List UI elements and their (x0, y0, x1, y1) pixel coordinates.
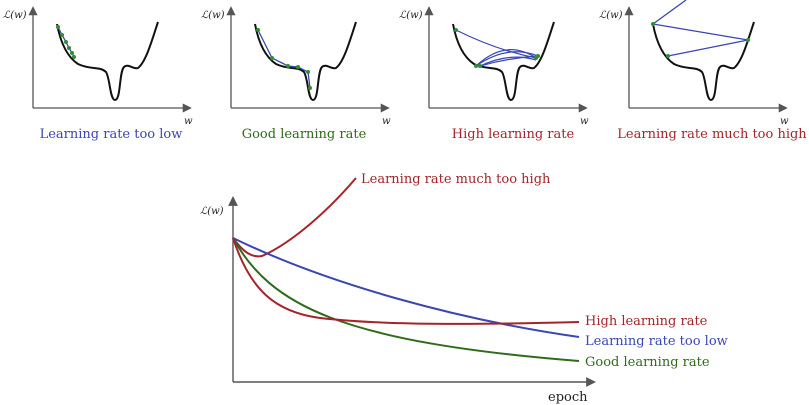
curve-too-low (232, 237, 580, 338)
step-marker (270, 56, 274, 60)
loss-curve (452, 21, 555, 102)
step-marker (308, 86, 312, 90)
x-axis-label: w (580, 116, 589, 127)
step-marker (474, 64, 478, 68)
step-marker (286, 64, 290, 68)
step-marker (536, 54, 540, 58)
step-marker (666, 54, 670, 58)
y-axis-label: ℒ(w) (599, 10, 623, 21)
label-much-too-high: Learning rate much too high (361, 172, 551, 187)
step-path (256, 28, 312, 90)
step-path (56, 25, 76, 59)
panel-too-low: ℒ(w) w Learning rate too low (3, 6, 193, 142)
step-marker (256, 28, 260, 32)
step-marker (72, 55, 76, 59)
curve-good (232, 237, 580, 362)
x-axis-label: w (780, 116, 789, 127)
loss-curve (254, 21, 357, 102)
label-high: High learning rate (585, 314, 708, 329)
step-marker (454, 28, 458, 32)
step-marker (306, 70, 310, 74)
label-too-low: Learning rate too low (585, 334, 728, 349)
x-axis-label: w (382, 116, 391, 127)
step-marker (64, 40, 68, 44)
step-marker (296, 65, 300, 69)
x-axis-label: w (184, 116, 193, 127)
loss-curve (56, 21, 159, 102)
label-good: Good learning rate (585, 355, 710, 370)
panel-caption: Learning rate much too high (617, 127, 807, 142)
step-marker (746, 38, 750, 42)
panel-caption: High learning rate (452, 127, 575, 142)
step-marker (651, 22, 655, 26)
panel-high: ℒ(w) w High learning rate (399, 6, 589, 142)
step-marker (56, 25, 60, 29)
x-axis-label: epoch (548, 390, 588, 405)
panel-good: ℒ(w) w Good learning rate (201, 6, 391, 142)
curve-much-too-high (232, 177, 357, 258)
step-marker (478, 64, 482, 68)
step-marker (70, 51, 74, 55)
step-path (455, 29, 539, 67)
loss-curve (652, 21, 755, 102)
panel-caption: Learning rate too low (40, 127, 183, 142)
curve-high (232, 237, 580, 325)
main-plot: ℒ(w) epoch Learning rate much too high H… (200, 172, 728, 405)
y-axis-label: ℒ(w) (200, 206, 224, 217)
step-marker (67, 46, 71, 50)
step-path (651, 0, 749, 57)
y-axis-label: ℒ(w) (201, 10, 225, 21)
y-axis-label: ℒ(w) (3, 10, 27, 21)
panel-much-too-high: ℒ(w) w Learning rate much too high (599, 0, 807, 142)
y-axis-label: ℒ(w) (399, 10, 423, 21)
panel-caption: Good learning rate (242, 127, 367, 142)
step-marker (60, 33, 64, 37)
